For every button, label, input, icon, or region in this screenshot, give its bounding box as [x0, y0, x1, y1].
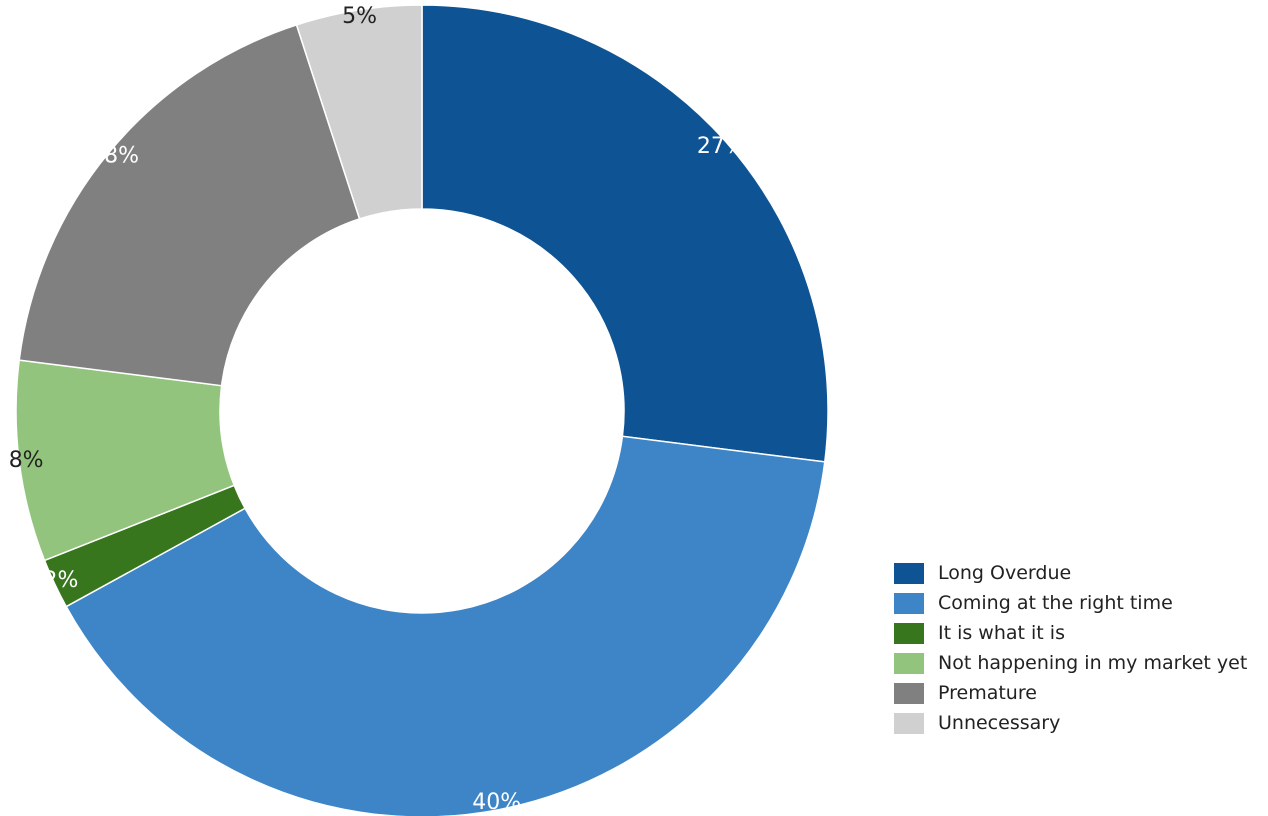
slice-value-label: 8% — [9, 448, 44, 473]
slice-value-label: 18% — [90, 144, 139, 169]
legend-label: It is what it is — [938, 622, 1065, 644]
legend-item: Not happening in my market yet — [894, 648, 1247, 678]
legend-label: Premature — [938, 682, 1037, 704]
legend-item: It is what it is — [894, 618, 1247, 648]
legend-swatch — [894, 622, 924, 644]
legend-item: Unnecessary — [894, 708, 1247, 738]
slice-premature — [18, 23, 361, 387]
slice-long-overdue — [421, 4, 829, 463]
slice-unnecessary — [295, 4, 423, 220]
legend-swatch — [894, 712, 924, 734]
slice-value-label: 2% — [44, 568, 79, 593]
slice-value-label: 27% — [697, 134, 746, 159]
slice-value-label: 5% — [342, 4, 377, 29]
legend-label: Unnecessary — [938, 712, 1061, 734]
legend-item: Premature — [894, 678, 1247, 708]
legend-swatch — [894, 682, 924, 704]
legend-item: Long Overdue — [894, 558, 1247, 588]
slices-group — [15, 4, 829, 816]
slice-coming-at-the-right-time — [65, 435, 826, 816]
legend-label: Not happening in my market yet — [938, 652, 1248, 674]
legend-swatch — [894, 562, 924, 584]
legend-label: Long Overdue — [938, 562, 1072, 584]
slice-labels-group: 27% 40% 2% 8% 18% 5% — [9, 4, 746, 815]
legend-swatch — [894, 592, 924, 614]
legend: Long Overdue Coming at the right time It i… — [894, 558, 1247, 738]
legend-label: Coming at the right time — [938, 592, 1173, 614]
legend-swatch — [894, 652, 924, 674]
legend-item: Coming at the right time — [894, 588, 1247, 618]
donut-chart: 27% 40% 2% 8% 18% 5% — [9, 4, 829, 816]
slice-value-label: 40% — [472, 790, 521, 815]
